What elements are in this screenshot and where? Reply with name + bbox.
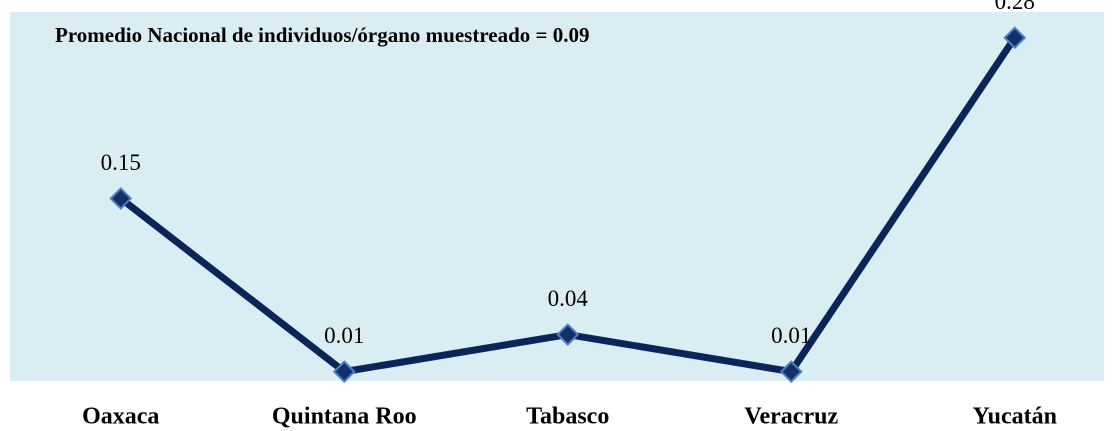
data-label: 0.01: [324, 323, 364, 348]
annotation: Promedio Nacional de individuos/órgano m…: [55, 23, 589, 47]
data-label: 0.15: [101, 150, 141, 175]
marker: [332, 360, 356, 384]
x-tick-label: Quintana Roo: [272, 404, 417, 430]
marker: [779, 360, 803, 384]
marker: [1003, 26, 1027, 50]
plot-area: [10, 12, 1104, 381]
marker: [556, 323, 580, 346]
x-tick-label: Veracruz: [744, 404, 838, 430]
data-label: 0.04: [548, 286, 589, 311]
data-label: 0.01: [771, 323, 811, 348]
data-label: 0.28: [995, 0, 1035, 14]
x-tick-label: Oaxaca: [82, 404, 159, 430]
marker: [109, 187, 133, 210]
x-tick-label: Yucatán: [973, 404, 1057, 430]
x-tick-label: Tabasco: [526, 404, 609, 430]
